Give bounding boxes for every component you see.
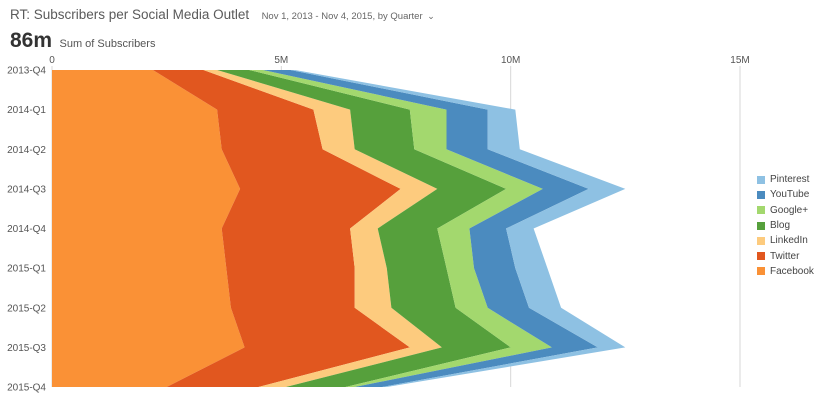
series-areas [52,70,626,387]
series-area-facebook[interactable] [52,70,245,387]
legend-item-facebook[interactable]: Facebook [757,264,814,279]
legend-label: Twitter [770,250,800,262]
legend-item-pinterest[interactable]: Pinterest [757,172,814,187]
legend-item-google-[interactable]: Google+ [757,203,814,218]
series-area-youtube[interactable] [263,70,598,387]
legend-label: Pinterest [770,174,810,186]
y-tick-label: 2014-Q2 [7,145,46,156]
legend-item-blog[interactable]: Blog [757,218,814,233]
x-tick-label: 0 [49,55,55,66]
chart-title: RT: Subscribers per Social Media Outlet [10,7,250,22]
y-tick-label: 2014-Q1 [7,105,46,116]
legend-label: Facebook [770,265,814,277]
legend-item-linkedin[interactable]: LinkedIn [757,233,814,248]
date-range-selector[interactable]: Nov 1, 2013 - Nov 4, 2015, by Quarter ⌄ [262,11,435,22]
y-tick-label: 2014-Q4 [7,224,46,235]
series-area-twitter[interactable] [152,70,410,387]
y-tick-label: 2015-Q2 [7,303,46,314]
y-tick-label: 2015-Q1 [7,264,46,275]
x-tick-label: 15M [730,55,749,66]
series-area-pinterest[interactable] [290,70,626,387]
y-tick-label: 2013-Q4 [7,66,46,77]
kpi-value: 86m [10,29,53,52]
legend-label: LinkedIn [770,235,808,247]
y-tick-label: 2015-Q3 [7,343,46,354]
y-axis-ticks: 2013-Q4 2014-Q1 2014-Q2 2014-Q3 2014-Q4 2015-… [7,66,46,394]
legend-label: YouTube [770,189,810,201]
legend-swatch [757,252,765,261]
y-tick-label: 2014-Q3 [7,184,46,195]
legend-label: Blog [770,220,791,232]
series-area-blog[interactable] [217,70,511,387]
legend-item-youtube[interactable]: YouTube [757,187,814,202]
x-tick-label: 10M [501,55,520,66]
series-area-linkedin[interactable] [203,70,442,387]
x-axis-ticks: 0 5M 10M 15M [49,55,750,66]
legend-label: Google+ [770,204,809,216]
kpi-summary: 86m Sum of Subscribers [10,29,155,53]
x-tick-label: 5M [274,55,288,66]
legend-swatch [757,267,765,276]
legend-swatch [757,221,765,230]
chevron-down-icon: ⌄ [427,11,435,21]
legend-item-twitter[interactable]: Twitter [757,248,814,263]
y-tick-label: 2015-Q4 [7,383,46,394]
legend-swatch [757,190,765,199]
legend: Pinterest YouTube Google+ Blog LinkedIn Twitt… [757,172,814,279]
legend-swatch [757,175,765,184]
series-area-google-[interactable] [249,70,552,387]
legend-swatch [757,236,765,245]
legend-swatch [757,206,765,215]
chart-header: RT: Subscribers per Social Media Outlet … [10,6,435,26]
date-range-label: Nov 1, 2013 - Nov 4, 2015, by Quarter [261,11,423,22]
kpi-label: Sum of Subscribers [59,38,156,50]
